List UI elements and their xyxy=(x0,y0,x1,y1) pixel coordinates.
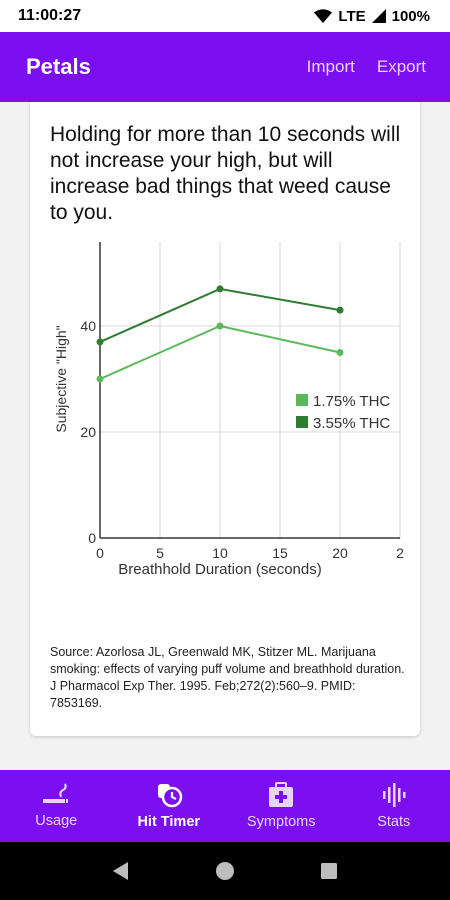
recents-icon[interactable] xyxy=(319,861,339,881)
y-tick-label: 0 xyxy=(88,530,96,546)
data-point xyxy=(96,375,104,383)
export-button[interactable]: Export xyxy=(376,57,426,76)
status-icons: LTE 100% xyxy=(314,8,430,25)
data-point xyxy=(336,306,344,314)
nav-item-label: Hit Timer xyxy=(137,814,201,830)
data-point xyxy=(336,349,344,356)
home-icon[interactable] xyxy=(215,861,235,881)
nav-item-label: Stats xyxy=(377,814,411,830)
battery-label: 100% xyxy=(391,7,430,25)
headline-text: Holding for more than 10 seconds will no… xyxy=(50,123,401,224)
network-label: LTE xyxy=(338,7,366,25)
stats-icon xyxy=(382,783,406,807)
appbar-actions: Import Export xyxy=(307,57,426,77)
back-icon[interactable] xyxy=(111,861,131,881)
wifi-icon xyxy=(314,9,333,23)
x-tick-label: 10 xyxy=(212,545,228,561)
signal-icon xyxy=(371,9,386,23)
nav-item-label: Usage xyxy=(35,813,78,829)
y-axis-label: Subjective "High" xyxy=(53,325,69,432)
source-citation: Source: Azorlosa JL, Greenwald MK, Stitz… xyxy=(50,645,405,710)
import-button[interactable]: Import xyxy=(306,57,355,76)
nav-item-symptoms[interactable]: Symptoms xyxy=(225,770,338,842)
smoking-icon xyxy=(43,783,69,803)
medkit-icon xyxy=(269,782,294,807)
status-time: 11:00:27 xyxy=(18,7,82,24)
nav-item-usage[interactable]: Usage xyxy=(0,770,113,842)
x-tick-label: 0 xyxy=(96,545,104,561)
x-axis-label: Breathhold Duration (seconds) xyxy=(118,561,321,578)
system-navigation-bar xyxy=(0,842,450,900)
y-tick-label: 20 xyxy=(80,424,96,440)
app-bar: Petals Import Export xyxy=(0,32,450,102)
legend-label: 1.75% THC xyxy=(313,393,390,410)
x-tick-label: 2 xyxy=(396,545,404,561)
data-point xyxy=(216,322,224,330)
bottom-navigation: Usage Hit Timer Symptoms Stats xyxy=(0,770,450,842)
legend-label: 3.55% THC xyxy=(313,415,390,432)
y-tick-label: 40 xyxy=(80,318,96,334)
info-card: Holding for more than 10 seconds will no… xyxy=(30,102,420,736)
data-point xyxy=(216,285,224,293)
app-title: Petals xyxy=(26,54,91,79)
status-bar: 11:00:27 LTE 100% xyxy=(0,0,450,32)
data-point xyxy=(96,338,104,346)
x-tick-label: 5 xyxy=(156,545,164,561)
nav-item-hit-timer[interactable]: Hit Timer xyxy=(113,770,226,842)
x-tick-label: 15 xyxy=(272,545,288,561)
legend-swatch xyxy=(296,394,308,406)
nav-item-label: Symptoms xyxy=(247,814,316,830)
x-tick-label: 20 xyxy=(332,545,348,561)
line-chart: 0204060051015202Breathhold Duration (sec… xyxy=(53,242,404,578)
nav-item-stats[interactable]: Stats xyxy=(338,770,450,842)
legend-swatch xyxy=(296,416,308,428)
timer-icon xyxy=(157,784,182,808)
